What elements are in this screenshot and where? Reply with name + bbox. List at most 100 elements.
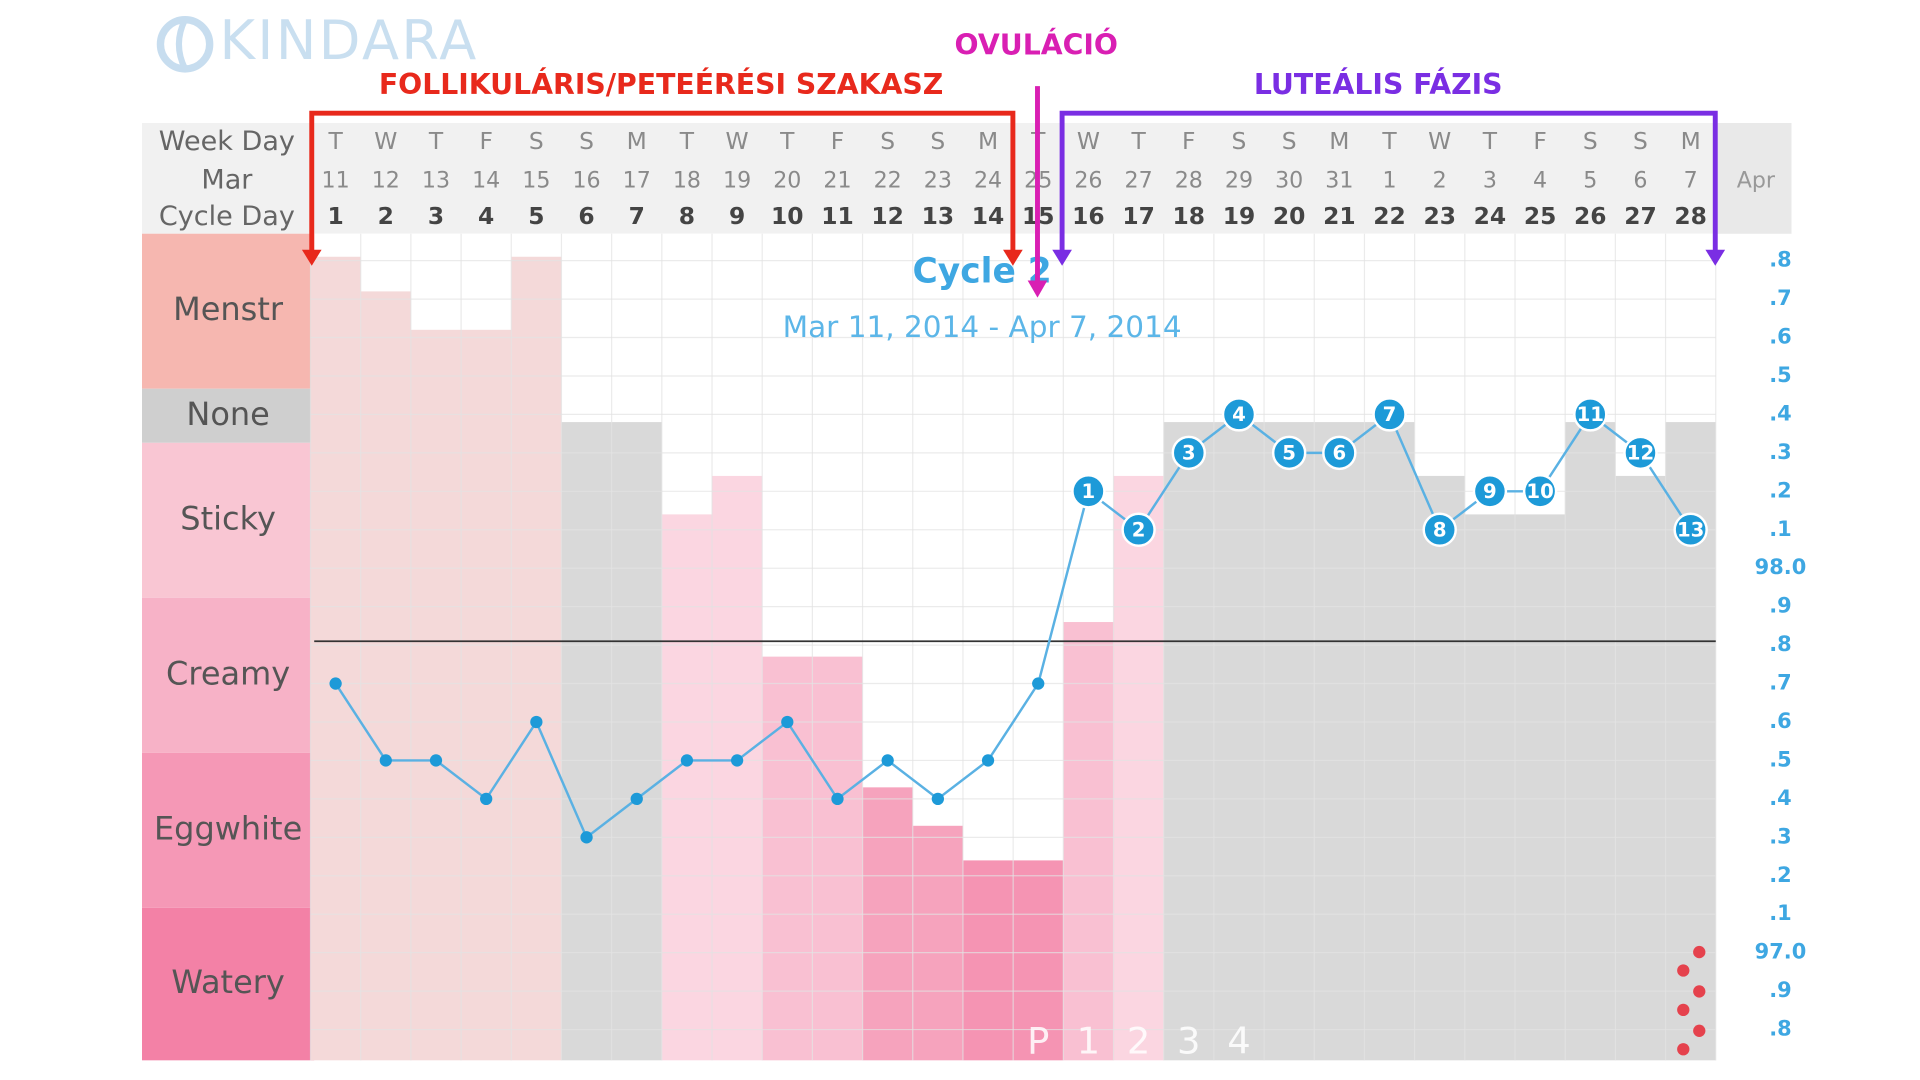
date: 31 bbox=[1325, 167, 1353, 193]
footer-marker: 3 bbox=[1177, 1020, 1200, 1063]
fluid-label: Menstr bbox=[173, 290, 284, 328]
fluid-bar bbox=[360, 291, 411, 1061]
next-month: Apr bbox=[1737, 167, 1776, 193]
temperature-marker bbox=[1573, 397, 1608, 432]
y-tick-label: .8 bbox=[1769, 632, 1791, 656]
date: 18 bbox=[673, 167, 701, 193]
note-dot bbox=[1677, 964, 1690, 977]
marker-label: 3 bbox=[1182, 442, 1196, 465]
row-label: Mar bbox=[201, 164, 253, 195]
note-dot bbox=[1693, 945, 1706, 959]
y-tick-label: 97.0 bbox=[1755, 940, 1807, 964]
y-tick-label: .3 bbox=[1769, 440, 1791, 464]
fluid-label: Watery bbox=[171, 963, 284, 1001]
temperature-point bbox=[831, 792, 844, 806]
temperature-marker bbox=[1522, 474, 1558, 509]
marker-label: 13 bbox=[1677, 518, 1704, 541]
follicular-bracket bbox=[309, 110, 1016, 256]
temperature-marker bbox=[1121, 512, 1156, 547]
temperature-point bbox=[530, 715, 543, 729]
y-tick-label: .9 bbox=[1769, 978, 1791, 1002]
weekday: T bbox=[779, 127, 795, 155]
cycle-day: 25 bbox=[1524, 202, 1557, 230]
luteal-bracket bbox=[1059, 110, 1718, 256]
fluid-band bbox=[142, 442, 315, 598]
weekday: F bbox=[1533, 127, 1546, 155]
date: 3 bbox=[1483, 167, 1497, 193]
fluid-bar bbox=[410, 329, 462, 1061]
cycle-title: Cycle 2 bbox=[913, 252, 1052, 292]
row-label: Week Day bbox=[159, 126, 295, 157]
note-dot bbox=[1677, 1043, 1690, 1056]
weekday: T bbox=[327, 127, 343, 155]
fluid-label: Creamy bbox=[166, 654, 290, 692]
cycle-day: 12 bbox=[871, 202, 904, 230]
fluid-bar bbox=[661, 514, 713, 1061]
temperature-point bbox=[881, 754, 894, 767]
marker-label: 10 bbox=[1526, 480, 1553, 503]
date: 11 bbox=[322, 167, 350, 193]
fluid-bar bbox=[712, 475, 763, 1061]
date: 22 bbox=[874, 167, 902, 193]
cycle-day: 23 bbox=[1423, 202, 1456, 230]
fluid-band bbox=[142, 907, 315, 1061]
fluid-bar bbox=[1464, 514, 1516, 1061]
cycle-day: 28 bbox=[1674, 202, 1707, 230]
temperature-marker bbox=[1422, 512, 1457, 547]
cycle-day: 16 bbox=[1072, 202, 1105, 230]
date: 29 bbox=[1225, 167, 1253, 193]
fluid-bar bbox=[1213, 422, 1265, 1061]
cycle-day: 10 bbox=[771, 202, 804, 230]
marker-label: 4 bbox=[1232, 403, 1246, 426]
cycle-day: 22 bbox=[1373, 202, 1406, 230]
temperature-point bbox=[1032, 677, 1045, 690]
cycle-day: 20 bbox=[1273, 202, 1306, 230]
fluid-label: None bbox=[186, 395, 269, 433]
date: 13 bbox=[422, 167, 450, 193]
date: 23 bbox=[924, 167, 952, 193]
y-tick-label: .5 bbox=[1769, 747, 1791, 771]
row-label: Cycle Day bbox=[159, 201, 295, 232]
weekday: F bbox=[1182, 127, 1195, 155]
fluid-bar bbox=[511, 256, 562, 1061]
cycle-day: 14 bbox=[972, 202, 1005, 230]
temperature-marker bbox=[1623, 435, 1658, 471]
temperature-marker bbox=[1171, 435, 1207, 471]
annotations: FOLLIKULÁRIS/PETEÉRÉSI SZAKASZ OVULÁCIÓ … bbox=[301, 28, 1726, 1056]
marker-label: 11 bbox=[1577, 403, 1604, 426]
next-month-column bbox=[1717, 123, 1792, 234]
cycle-day: 19 bbox=[1223, 202, 1256, 230]
temperature-point bbox=[329, 677, 342, 690]
temperature-point bbox=[981, 754, 995, 767]
fluid-bar bbox=[561, 422, 612, 1061]
temperature-marker bbox=[1673, 512, 1708, 547]
marker-label: 8 bbox=[1433, 518, 1447, 541]
temperature-point bbox=[480, 792, 493, 806]
fluid-label: Eggwhite bbox=[154, 809, 302, 847]
temperature-point bbox=[730, 754, 744, 767]
fluid-bar bbox=[611, 422, 662, 1061]
date: 16 bbox=[572, 167, 600, 193]
fluid-bar bbox=[962, 860, 1014, 1061]
weekday: S bbox=[529, 127, 544, 155]
weekday: T bbox=[1482, 127, 1498, 155]
temperature-marker bbox=[1372, 397, 1407, 432]
fluid-bar bbox=[1264, 422, 1315, 1061]
temperature-point bbox=[429, 754, 443, 767]
cycle-day: 1 bbox=[327, 202, 343, 230]
y-tick-label: .8 bbox=[1769, 248, 1791, 272]
fluid-bar bbox=[1364, 422, 1415, 1061]
cycle-subtitle: Mar 11, 2014 - Apr 7, 2014 bbox=[783, 310, 1182, 344]
weekday: W bbox=[726, 127, 749, 155]
temperature-point bbox=[931, 792, 945, 806]
date: 12 bbox=[372, 167, 400, 193]
fluid-bar bbox=[812, 656, 863, 1061]
cycle-day: 24 bbox=[1474, 202, 1507, 230]
cycle-day: 9 bbox=[729, 202, 745, 230]
y-tick-label: .7 bbox=[1769, 286, 1791, 310]
weekday: S bbox=[1232, 127, 1247, 155]
logo-icon-leaf bbox=[175, 18, 188, 71]
fluid-bar bbox=[1565, 422, 1616, 1061]
y-tick-label: .2 bbox=[1769, 478, 1791, 502]
